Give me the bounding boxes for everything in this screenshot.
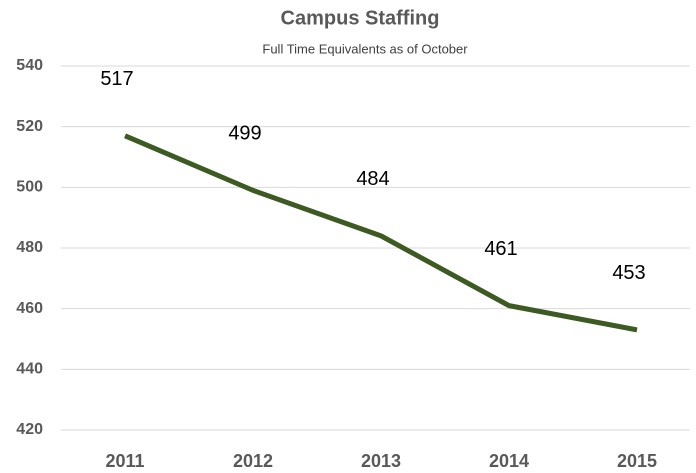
data-label: 461 xyxy=(484,238,517,260)
chart-title: Campus Staffing xyxy=(281,7,440,29)
y-tick-label: 520 xyxy=(16,118,43,135)
data-label: 484 xyxy=(356,168,389,190)
y-tick-label: 540 xyxy=(16,57,43,74)
data-label: 453 xyxy=(612,262,645,284)
chart-subtitle: Full Time Equivalents as of October xyxy=(262,41,468,56)
x-tick-label: 2012 xyxy=(233,451,273,471)
data-label: 499 xyxy=(228,123,261,145)
y-tick-label: 460 xyxy=(16,300,43,317)
y-tick-label: 500 xyxy=(16,179,43,196)
y-tick-label: 440 xyxy=(16,361,43,378)
data-label: 517 xyxy=(100,68,133,90)
x-tick-label: 2015 xyxy=(617,451,657,471)
x-tick-label: 2014 xyxy=(489,451,529,471)
x-tick-label: 2011 xyxy=(105,451,144,471)
y-tick-label: 420 xyxy=(16,421,43,438)
y-tick-label: 480 xyxy=(16,239,43,256)
x-tick-label: 2013 xyxy=(361,451,401,471)
line xyxy=(124,133,638,333)
